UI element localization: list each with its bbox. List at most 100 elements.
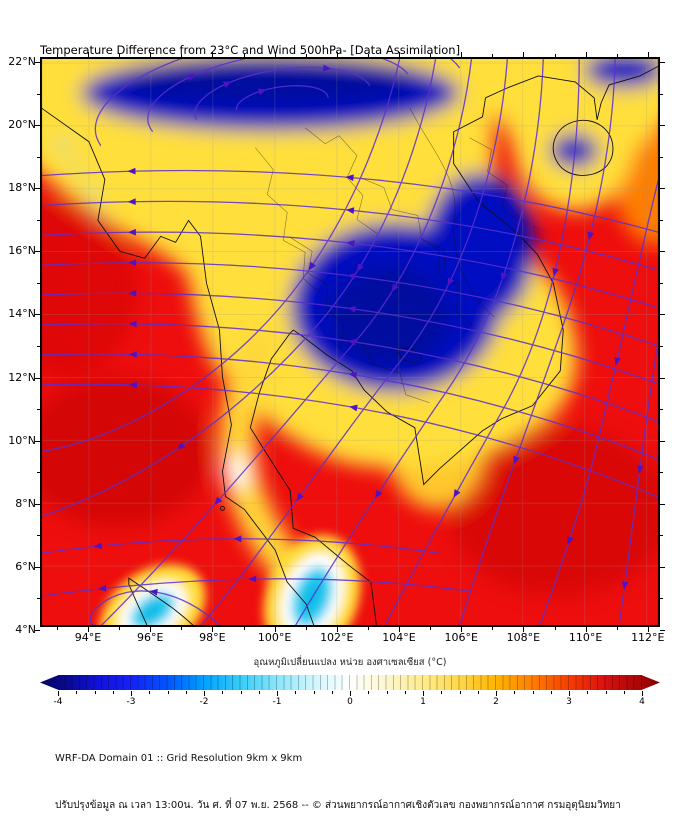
colorbar-tick bbox=[258, 691, 260, 694]
axis-tick bbox=[212, 52, 214, 57]
streamline bbox=[41, 58, 437, 518]
axis-tick bbox=[523, 52, 525, 57]
streamline-arrowhead bbox=[128, 289, 137, 297]
axis-tick bbox=[37, 472, 40, 474]
axis-tick bbox=[399, 52, 400, 57]
colorbar-tick bbox=[550, 691, 552, 694]
streamline bbox=[200, 58, 509, 626]
streamline-arrowhead bbox=[257, 88, 267, 96]
colorbar-tick-label: 0 bbox=[347, 697, 353, 707]
streamline-arrowhead bbox=[614, 356, 621, 366]
axis-tick bbox=[119, 54, 121, 57]
streamline bbox=[41, 58, 401, 453]
axis-tick bbox=[37, 93, 40, 95]
colorbar-tick bbox=[642, 691, 643, 696]
axis-tick bbox=[37, 535, 40, 537]
colorbar-tick bbox=[368, 691, 370, 694]
axis-tick bbox=[660, 440, 665, 442]
x-axis-label: 104°E bbox=[382, 631, 416, 644]
axis-tick bbox=[461, 627, 463, 632]
axis-tick bbox=[37, 156, 40, 158]
axis-tick bbox=[305, 627, 307, 630]
streamline-arrowhead bbox=[447, 277, 455, 287]
streamline-arrowhead bbox=[346, 272, 356, 280]
axis-tick bbox=[660, 503, 665, 505]
colorbar-tick-label: 1 bbox=[420, 697, 426, 707]
axis-tick bbox=[660, 345, 663, 347]
streamline-arrowhead bbox=[621, 581, 629, 590]
colorbar-tick bbox=[569, 691, 570, 696]
streamline-arrowhead bbox=[347, 305, 356, 313]
axis-tick bbox=[56, 627, 58, 630]
axis-tick bbox=[35, 62, 40, 63]
axis-tick bbox=[35, 314, 40, 316]
axis-tick bbox=[585, 52, 587, 57]
axis-tick bbox=[37, 409, 40, 411]
axis-tick bbox=[181, 627, 183, 630]
colorbar-tick bbox=[295, 691, 297, 694]
streamline-arrowhead bbox=[513, 455, 520, 465]
x-axis-label: 98°E bbox=[199, 631, 226, 644]
x-axis-label: 112°E bbox=[631, 631, 665, 644]
axis-tick bbox=[336, 52, 338, 57]
colorbar-tick bbox=[222, 691, 224, 694]
streamline bbox=[618, 336, 659, 626]
axis-tick bbox=[616, 54, 618, 57]
axis-tick bbox=[430, 54, 432, 57]
colorbar-tick bbox=[605, 691, 607, 694]
colorbar-tick-label: -3 bbox=[126, 697, 136, 707]
axis-tick bbox=[660, 282, 663, 284]
axis-tick bbox=[647, 627, 649, 632]
axis-tick bbox=[492, 627, 494, 630]
temperature-field-blobs bbox=[41, 58, 659, 597]
streamline bbox=[294, 58, 544, 626]
colorbar-label: อุณหภูมิเปลี่ยนแปลง หน่วย องศาเซลเซียส (… bbox=[253, 657, 447, 668]
axis-tick bbox=[37, 598, 40, 600]
streamline-arrowhead bbox=[149, 588, 158, 596]
x-axis-label: 100°E bbox=[257, 631, 292, 644]
axis-tick bbox=[35, 629, 40, 631]
axis-tick bbox=[35, 188, 40, 190]
axis-tick bbox=[554, 54, 556, 57]
streamline-arrowhead bbox=[349, 404, 358, 412]
x-axis-label: 106°E bbox=[444, 631, 478, 644]
colorbar-tick-label: 2 bbox=[493, 697, 499, 707]
axis-tick bbox=[430, 627, 432, 630]
wind-arrowheads bbox=[93, 64, 644, 596]
x-axis-label: 108°E bbox=[506, 631, 541, 644]
footer-line-2: ปรับปรุงข้อมูล ณ เวลา 13:00น. วัน ศ. ที่… bbox=[55, 799, 621, 811]
colorbar-tick bbox=[131, 691, 132, 696]
axis-tick bbox=[367, 627, 369, 630]
axis-tick bbox=[660, 156, 663, 158]
colorbar-tick bbox=[386, 691, 388, 694]
axis-tick bbox=[554, 627, 556, 630]
colorbar-tick bbox=[277, 691, 278, 696]
y-axis-label: 16°N bbox=[8, 244, 36, 258]
map-canvas bbox=[40, 57, 660, 627]
colorbar-tick bbox=[459, 691, 461, 694]
colorbar-tick-label: 3 bbox=[566, 697, 572, 707]
y-axis-label: 6°N bbox=[15, 559, 36, 573]
axis-tick bbox=[35, 125, 40, 127]
colorbar-tick bbox=[112, 691, 114, 694]
axis-tick bbox=[647, 52, 649, 57]
streamline-arrowhead bbox=[127, 198, 136, 206]
axis-tick bbox=[56, 54, 58, 57]
axis-tick bbox=[660, 251, 665, 253]
streamline-arrowhead bbox=[552, 267, 560, 277]
y-axis-label: 18°N bbox=[8, 181, 36, 195]
streamline-arrowhead bbox=[93, 542, 102, 550]
colorbar-tick bbox=[404, 691, 406, 694]
streamline-arrowhead bbox=[375, 489, 383, 499]
colorbar-tick bbox=[441, 691, 443, 694]
axis-tick bbox=[35, 377, 40, 379]
axis-tick bbox=[243, 627, 245, 630]
axis-tick bbox=[523, 627, 525, 632]
axis-tick bbox=[181, 54, 183, 57]
axis-tick bbox=[35, 503, 40, 505]
y-axis-label: 20°N bbox=[8, 118, 36, 132]
colorbar-tick bbox=[532, 691, 534, 694]
colorbar-tick bbox=[423, 691, 424, 696]
streamline-arrowhead bbox=[587, 231, 595, 241]
streamline-arrowhead bbox=[129, 381, 138, 389]
